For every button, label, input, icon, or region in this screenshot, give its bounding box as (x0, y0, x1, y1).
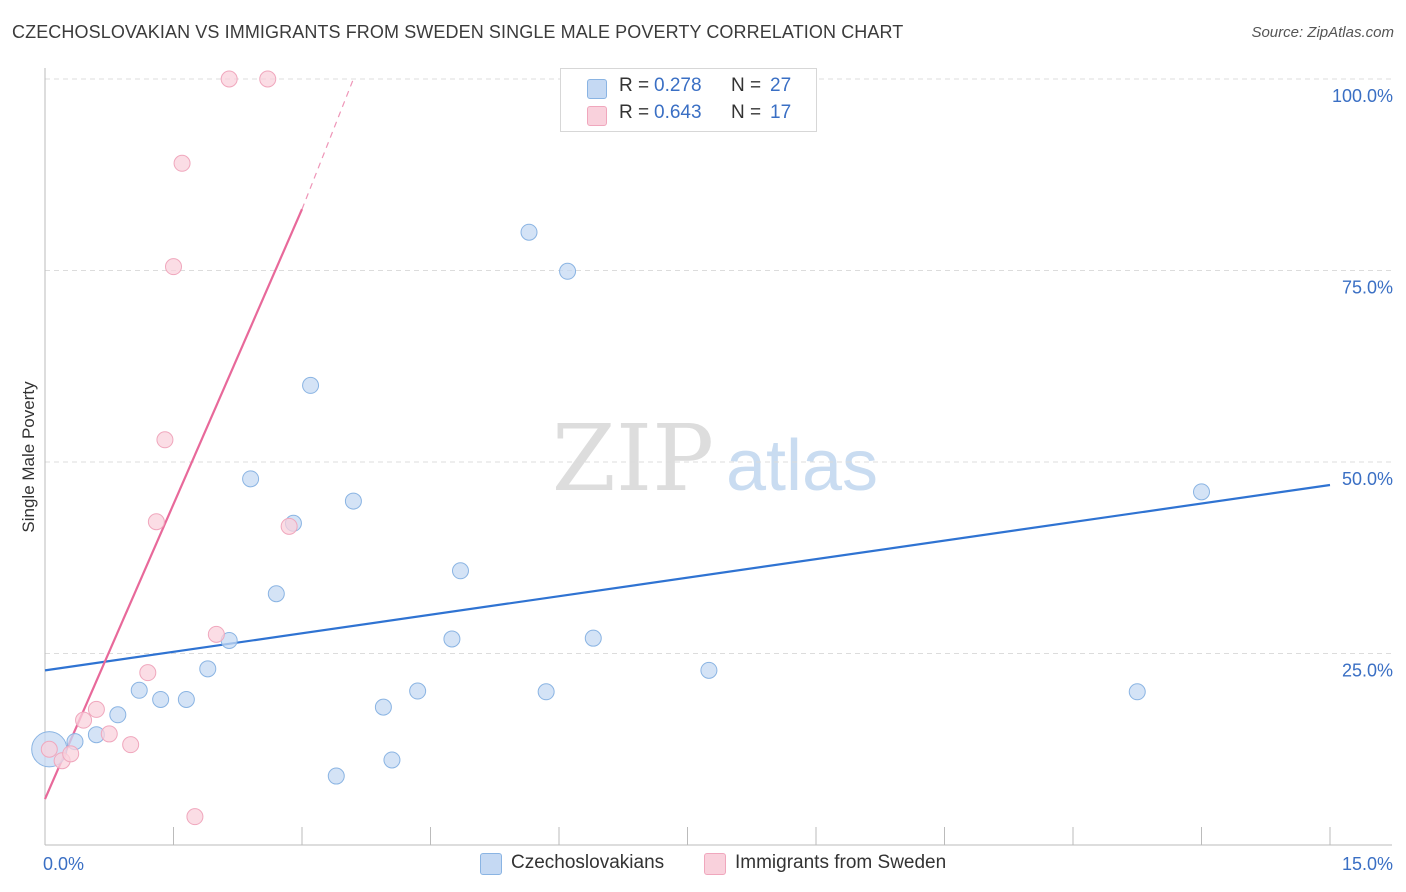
grid-lines (45, 78, 1392, 654)
point-czechoslovakians (383, 751, 401, 769)
point-czechoslovakians (199, 660, 217, 678)
axes (44, 68, 1392, 846)
x-tick-label: 15.0% (1342, 854, 1393, 874)
point-immigrants-from-sweden (62, 745, 80, 763)
n-label: N = (731, 75, 762, 96)
point-immigrants-from-sweden (220, 70, 238, 88)
point-czechoslovakians (1193, 483, 1210, 501)
point-immigrants-from-sweden (87, 700, 105, 718)
point-czechoslovakians (327, 767, 345, 785)
point-immigrants-from-sweden (100, 725, 118, 743)
y-tick-label: 75.0% (1342, 278, 1393, 298)
point-czechoslovakians (152, 690, 170, 708)
y-tick-label: 100.0% (1332, 86, 1393, 106)
point-czechoslovakians (302, 376, 320, 394)
n-value: 27 (770, 75, 792, 96)
point-czechoslovakians (242, 470, 260, 488)
point-czechoslovakians (267, 585, 285, 603)
point-czechoslovakians (443, 630, 461, 648)
point-czechoslovakians (177, 690, 195, 708)
point-czechoslovakians (520, 223, 538, 241)
point-czechoslovakians (1128, 683, 1146, 701)
chart-title: CZECHOSLOVAKIAN VS IMMIGRANTS FROM SWEDE… (12, 22, 904, 42)
source-label: Source: ZipAtlas.com (1251, 24, 1394, 41)
point-immigrants-from-sweden (75, 711, 93, 729)
stats-swatch-czechoslovakians (587, 79, 607, 99)
y-tick-label: 50.0% (1342, 469, 1393, 489)
point-czechoslovakians (374, 698, 392, 716)
r-label: R = (619, 75, 650, 96)
legend-swatch-czechoslovakians (480, 853, 502, 875)
point-czechoslovakians (584, 629, 602, 647)
n-value: 17 (770, 102, 792, 123)
r-label: R = (619, 102, 650, 123)
y-tick-label: 25.0% (1342, 661, 1393, 681)
point-immigrants-from-sweden (139, 664, 157, 682)
n-label: N = (731, 102, 762, 123)
point-czechoslovakians (451, 562, 469, 580)
point-czechoslovakians (344, 492, 362, 510)
point-immigrants-from-sweden (280, 517, 298, 535)
point-czechoslovakians (109, 706, 127, 724)
point-czechoslovakians (130, 681, 148, 699)
tick-labels: 25.0% 50.0% 75.0% 100.0% 0.0% 15.0% (43, 86, 1393, 874)
data-points (31, 70, 1210, 826)
legend-swatch-immigrants-from-sweden (704, 853, 726, 875)
trend-line-immigrants-from-sweden (43, 208, 304, 800)
point-czechoslovakians (559, 262, 577, 280)
watermark-zip: ZIP (552, 405, 714, 512)
trend-lines (43, 78, 1331, 800)
stats-box: R = 0.278 N = 27 R = 0.643 N = 17 (560, 68, 817, 132)
point-czechoslovakians (700, 661, 718, 679)
x-tick-label: 0.0% (43, 854, 84, 874)
point-immigrants-from-sweden (165, 258, 182, 276)
point-czechoslovakians (537, 683, 555, 701)
stats-swatch-immigrants-from-sweden (587, 106, 607, 126)
point-czechoslovakians (409, 682, 427, 700)
y-axis-label: Single Male Poverty (19, 381, 38, 533)
point-immigrants-from-sweden (259, 70, 277, 88)
r-value: 0.643 (654, 102, 702, 123)
point-immigrants-from-sweden (186, 808, 204, 826)
legend-label-immigrants-from-sweden: Immigrants from Sweden (735, 852, 947, 873)
watermark: ZIP atlas (552, 405, 878, 512)
watermark-atlas: atlas (726, 426, 878, 506)
r-value: 0.278 (654, 75, 702, 96)
point-immigrants-from-sweden (147, 513, 165, 531)
point-immigrants-from-sweden (122, 736, 140, 754)
point-immigrants-from-sweden (40, 740, 58, 758)
point-immigrants-from-sweden (173, 154, 191, 172)
point-immigrants-from-sweden (207, 625, 225, 643)
point-immigrants-from-sweden (156, 431, 174, 449)
trend-line-czechoslovakians (44, 483, 1331, 672)
legend-label-czechoslovakians: Czechoslovakians (511, 852, 665, 873)
trend-line-extension-immigrants-from-sweden (301, 78, 354, 210)
